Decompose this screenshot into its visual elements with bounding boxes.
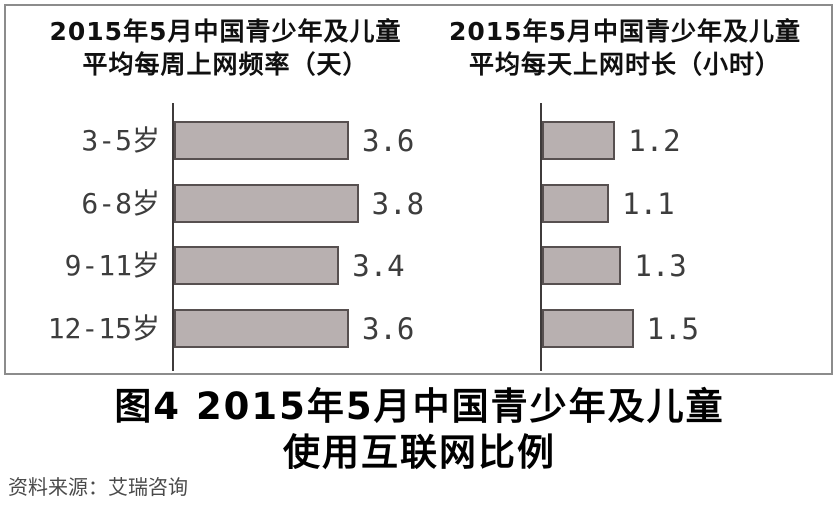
- value-label: 3.6: [361, 123, 415, 158]
- category-label: 6-8岁: [81, 187, 160, 220]
- value-label: 3.4: [352, 248, 405, 283]
- bar: [542, 246, 622, 285]
- bar: [542, 184, 610, 223]
- chart-title-line1: 2015年5月中国青少年及儿童: [449, 17, 801, 46]
- bar-row: 12-15岁 3.6: [6, 309, 417, 348]
- bar: [174, 309, 349, 348]
- value-label: 1.1: [622, 186, 675, 221]
- chart-title-weekly-frequency: 2015年5月中国青少年及儿童 平均每周上网频率（天）: [6, 15, 419, 81]
- chart-daily-duration: 2015年5月中国青少年及儿童 平均每天上网时长（小时） 1.2 1.1 1.3 1.…: [419, 6, 831, 373]
- bar: [542, 121, 616, 160]
- bar-area: 1.3: [542, 246, 829, 285]
- bar-area: 3.6: [174, 309, 417, 348]
- chart-title-line2: 平均每周上网频率（天）: [82, 50, 369, 79]
- category-label: 9-11岁: [64, 249, 160, 282]
- bar: [542, 309, 634, 348]
- category-label: [419, 246, 542, 285]
- bar: [174, 246, 340, 285]
- bar-row: 6-8岁 3.8: [6, 184, 424, 223]
- bar-area: 3.6: [174, 121, 417, 160]
- y-axis-line: [172, 103, 174, 371]
- bar-row: 1.2: [419, 121, 829, 160]
- figure-caption-line1: 图4 2015年5月中国青少年及儿童: [114, 385, 725, 428]
- plot-area: 3-5岁 3.6 6-8岁 3.8 9-11岁 3.4 12-15岁 3.6: [6, 103, 424, 371]
- category-label: [419, 309, 542, 348]
- chart-title-line2: 平均每天上网时长（小时）: [468, 50, 781, 79]
- figure-caption: 图4 2015年5月中国青少年及儿童 使用互联网比例: [0, 384, 839, 476]
- bar-row: 3-5岁 3.6: [6, 121, 417, 160]
- bar-area: 3.4: [174, 246, 417, 285]
- y-axis-line: [540, 103, 542, 371]
- category-label: [419, 121, 542, 160]
- chart-title-daily-duration: 2015年5月中国青少年及儿童 平均每天上网时长（小时）: [419, 15, 831, 81]
- value-label: 3.6: [361, 311, 415, 346]
- chart-frame: 2015年5月中国青少年及儿童 平均每周上网频率（天） 3-5岁 3.6 6-8岁 3…: [4, 4, 833, 375]
- chart-weekly-frequency: 2015年5月中国青少年及儿童 平均每周上网频率（天） 3-5岁 3.6 6-8岁 3…: [6, 6, 424, 373]
- figure-caption-line2: 使用互联网比例: [283, 431, 556, 474]
- bar: [174, 184, 359, 223]
- bar-area: 1.1: [542, 184, 829, 223]
- plot-area: 1.2 1.1 1.3 1.5: [419, 103, 831, 371]
- category-label: [419, 184, 542, 223]
- source-note: 资料来源：艾瑞咨询: [8, 475, 188, 499]
- value-label: 1.5: [646, 311, 699, 346]
- bar-row: 1.3: [419, 246, 829, 285]
- category-label: 3-5岁: [81, 124, 160, 157]
- bar: [174, 121, 349, 160]
- value-label: 3.8: [371, 186, 425, 221]
- bar-area: 3.8: [174, 184, 424, 223]
- category-label: 12-15岁: [47, 312, 160, 345]
- value-label: 1.2: [628, 123, 681, 158]
- bar-row: 1.5: [419, 309, 829, 348]
- value-label: 1.3: [634, 248, 687, 283]
- bar-row: 9-11岁 3.4: [6, 246, 417, 285]
- chart-title-line1: 2015年5月中国青少年及儿童: [49, 17, 402, 46]
- bar-row: 1.1: [419, 184, 829, 223]
- bar-area: 1.2: [542, 121, 829, 160]
- bar-area: 1.5: [542, 309, 829, 348]
